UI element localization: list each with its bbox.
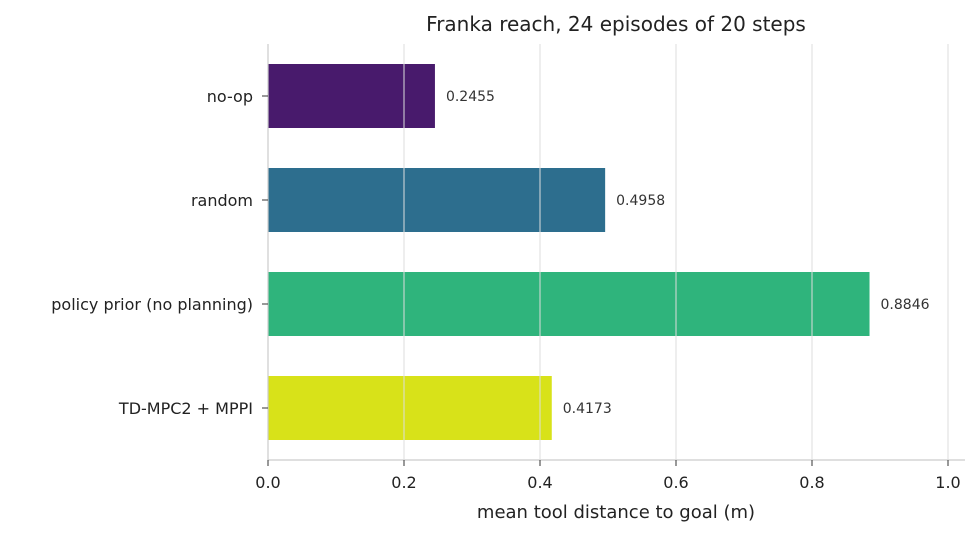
x-tick-label: 0.0 — [255, 473, 280, 492]
x-tick-label: 0.4 — [527, 473, 552, 492]
x-axis-label: mean tool distance to goal (m) — [477, 502, 755, 523]
data-labels: 0.2455 0.4958 0.8846 0.4173 — [446, 89, 930, 417]
y-tick-label: no-op — [207, 87, 253, 106]
x-tick-label: 0.2 — [391, 473, 416, 492]
bars — [268, 64, 870, 440]
axes — [267, 44, 965, 461]
y-tick-label: policy prior (no planning) — [51, 295, 253, 314]
data-label: 0.4958 — [616, 193, 665, 209]
gridlines — [403, 44, 949, 460]
x-tick-label: 0.6 — [663, 473, 688, 492]
bar — [268, 272, 870, 336]
bar — [268, 64, 435, 128]
x-tick-label: 0.8 — [799, 473, 824, 492]
y-tick-label: TD-MPC2 + MPPI — [118, 399, 253, 418]
data-label: 0.4173 — [563, 401, 612, 417]
x-ticks: 0.0 0.2 0.4 0.6 0.8 1.0 — [255, 460, 961, 492]
data-label: 0.2455 — [446, 89, 495, 105]
x-tick-label: 1.0 — [935, 473, 960, 492]
y-ticks: no-op random policy prior (no planning) TD-… — [51, 87, 268, 418]
chart-title: Franka reach, 24 episodes of 20 steps — [426, 12, 806, 36]
data-label: 0.8846 — [881, 297, 930, 313]
y-tick-label: random — [191, 191, 253, 210]
bar — [268, 168, 606, 232]
bar — [268, 376, 552, 440]
